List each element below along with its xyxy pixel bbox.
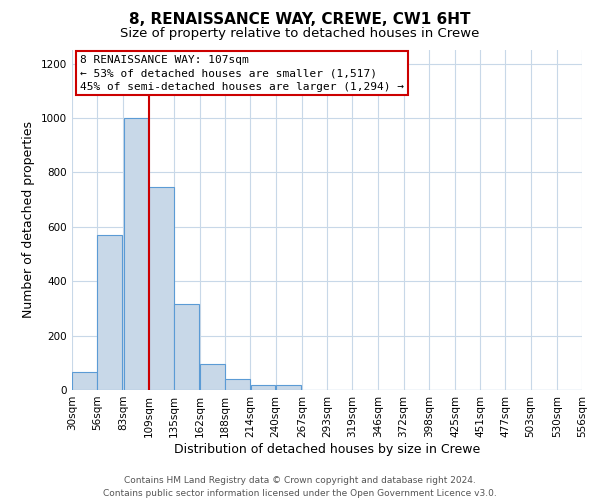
Bar xyxy=(149,188,173,390)
Bar xyxy=(226,379,250,390)
Bar xyxy=(124,118,148,390)
Y-axis label: Number of detached properties: Number of detached properties xyxy=(22,122,35,318)
Bar xyxy=(276,385,301,390)
Bar xyxy=(251,384,275,390)
Text: 8, RENAISSANCE WAY, CREWE, CW1 6HT: 8, RENAISSANCE WAY, CREWE, CW1 6HT xyxy=(129,12,471,28)
Text: 8 RENAISSANCE WAY: 107sqm
← 53% of detached houses are smaller (1,517)
45% of se: 8 RENAISSANCE WAY: 107sqm ← 53% of detac… xyxy=(80,55,404,92)
Text: Contains HM Land Registry data © Crown copyright and database right 2024.
Contai: Contains HM Land Registry data © Crown c… xyxy=(103,476,497,498)
X-axis label: Distribution of detached houses by size in Crewe: Distribution of detached houses by size … xyxy=(174,442,480,456)
Bar xyxy=(97,235,122,390)
Text: Size of property relative to detached houses in Crewe: Size of property relative to detached ho… xyxy=(121,28,479,40)
Bar xyxy=(200,364,225,390)
Bar xyxy=(72,372,97,390)
Bar xyxy=(174,304,199,390)
